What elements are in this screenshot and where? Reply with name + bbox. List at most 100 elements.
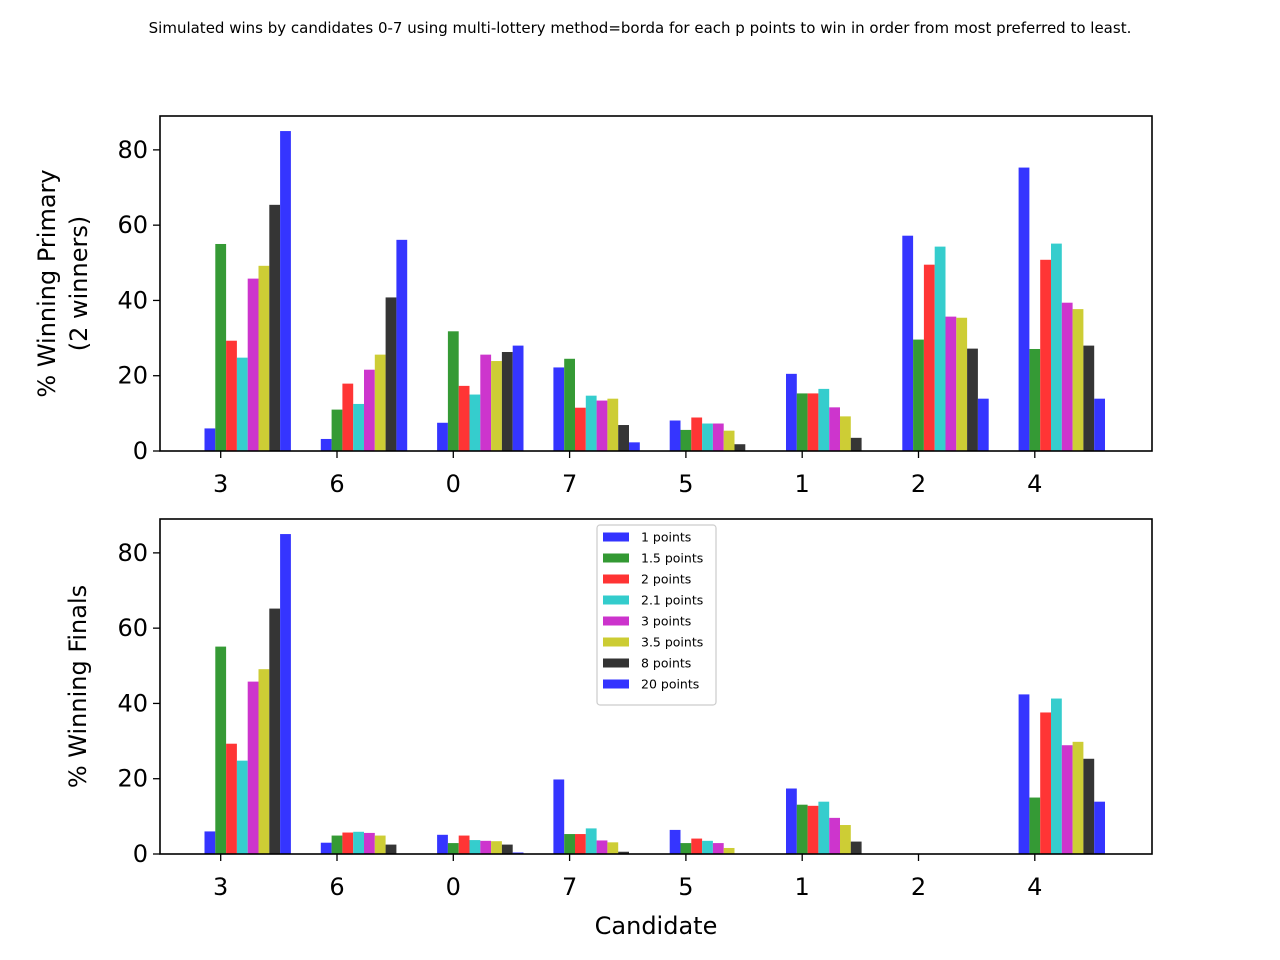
axes-frame [159, 518, 1153, 855]
bar [945, 316, 957, 451]
bar [447, 331, 459, 451]
y-tick-label: 40 [117, 689, 148, 717]
bar [1029, 797, 1041, 854]
bar [447, 843, 459, 854]
bar [458, 835, 470, 854]
bar [480, 354, 492, 451]
bar [902, 235, 914, 451]
bar [385, 844, 397, 854]
bar [469, 394, 481, 451]
bar [702, 423, 713, 451]
bar [840, 825, 851, 854]
bar [320, 842, 332, 854]
legend-swatch [603, 532, 629, 542]
bar [850, 437, 862, 451]
bar [280, 534, 291, 854]
legend-swatch [603, 595, 629, 605]
y-tick-label: 0 [133, 437, 148, 465]
x-tick-label: 2 [911, 470, 926, 498]
bar [618, 425, 629, 451]
bar [396, 239, 408, 451]
y-tick-label: 80 [117, 539, 148, 567]
bar [1094, 801, 1105, 854]
bar [1040, 259, 1051, 451]
legend-swatch [603, 553, 629, 563]
y-tick-label: 0 [133, 840, 148, 868]
bar [331, 835, 343, 854]
x-tick-label: 7 [562, 873, 577, 901]
axes-frame [159, 115, 1153, 452]
bar [807, 393, 819, 451]
bar [280, 131, 291, 451]
x-tick-label: 0 [446, 873, 461, 901]
bar [491, 841, 502, 854]
bar [1094, 398, 1105, 451]
x-tick-label: 6 [329, 873, 344, 901]
bar [967, 348, 978, 451]
bar [796, 393, 808, 451]
bar [585, 395, 597, 451]
bar [1072, 309, 1084, 451]
bar [553, 779, 565, 854]
bar [364, 832, 375, 854]
bar [204, 428, 216, 451]
legend-label: 2 points [641, 572, 691, 587]
bar [1061, 302, 1073, 451]
bar [353, 403, 364, 451]
bar [269, 204, 281, 451]
bar [818, 801, 830, 854]
bar [840, 416, 851, 451]
legend-label: 3 points [641, 614, 691, 629]
bar [247, 681, 259, 854]
bar [564, 358, 575, 451]
legend-label: 20 points [641, 677, 699, 692]
bar [553, 367, 565, 451]
bar [331, 409, 343, 451]
bar [491, 361, 502, 451]
bar [1029, 348, 1041, 451]
bar [469, 840, 481, 854]
x-tick-label: 5 [678, 873, 693, 901]
x-tick-label: 2 [911, 873, 926, 901]
legend-swatch [603, 658, 629, 668]
bar [204, 831, 216, 854]
bar [796, 804, 808, 854]
bar [215, 646, 227, 854]
y-tick-label: 20 [117, 765, 148, 793]
bar [607, 398, 619, 451]
bar [342, 832, 354, 854]
legend-swatch [603, 679, 629, 689]
bar [236, 357, 248, 451]
bar [629, 442, 640, 451]
bar [829, 817, 840, 854]
bar [829, 407, 840, 451]
bar [669, 829, 681, 854]
bar [437, 422, 448, 451]
legend-swatch [603, 574, 629, 584]
x-tick-label: 1 [795, 873, 810, 901]
bar [1072, 741, 1084, 854]
y-tick-label: 40 [117, 286, 148, 314]
y-tick-label: 80 [117, 136, 148, 164]
bar [786, 788, 797, 854]
bar [385, 297, 397, 451]
y-tick-label: 20 [117, 362, 148, 390]
bar [734, 444, 746, 451]
bar [712, 843, 724, 854]
figure-title: Simulated wins by candidates 0-7 using m… [149, 19, 1132, 37]
bar [934, 246, 946, 451]
bar [364, 369, 375, 451]
x-tick-label: 5 [678, 470, 693, 498]
bar [923, 264, 935, 451]
bar [1018, 694, 1030, 854]
bar [374, 354, 386, 451]
bar [437, 834, 448, 854]
bar [850, 841, 862, 854]
x-tick-label: 3 [213, 873, 228, 901]
bar [585, 828, 597, 854]
bar [575, 407, 586, 451]
legend-label: 1.5 points [641, 551, 703, 566]
bar [1083, 758, 1095, 854]
bar [818, 388, 830, 451]
